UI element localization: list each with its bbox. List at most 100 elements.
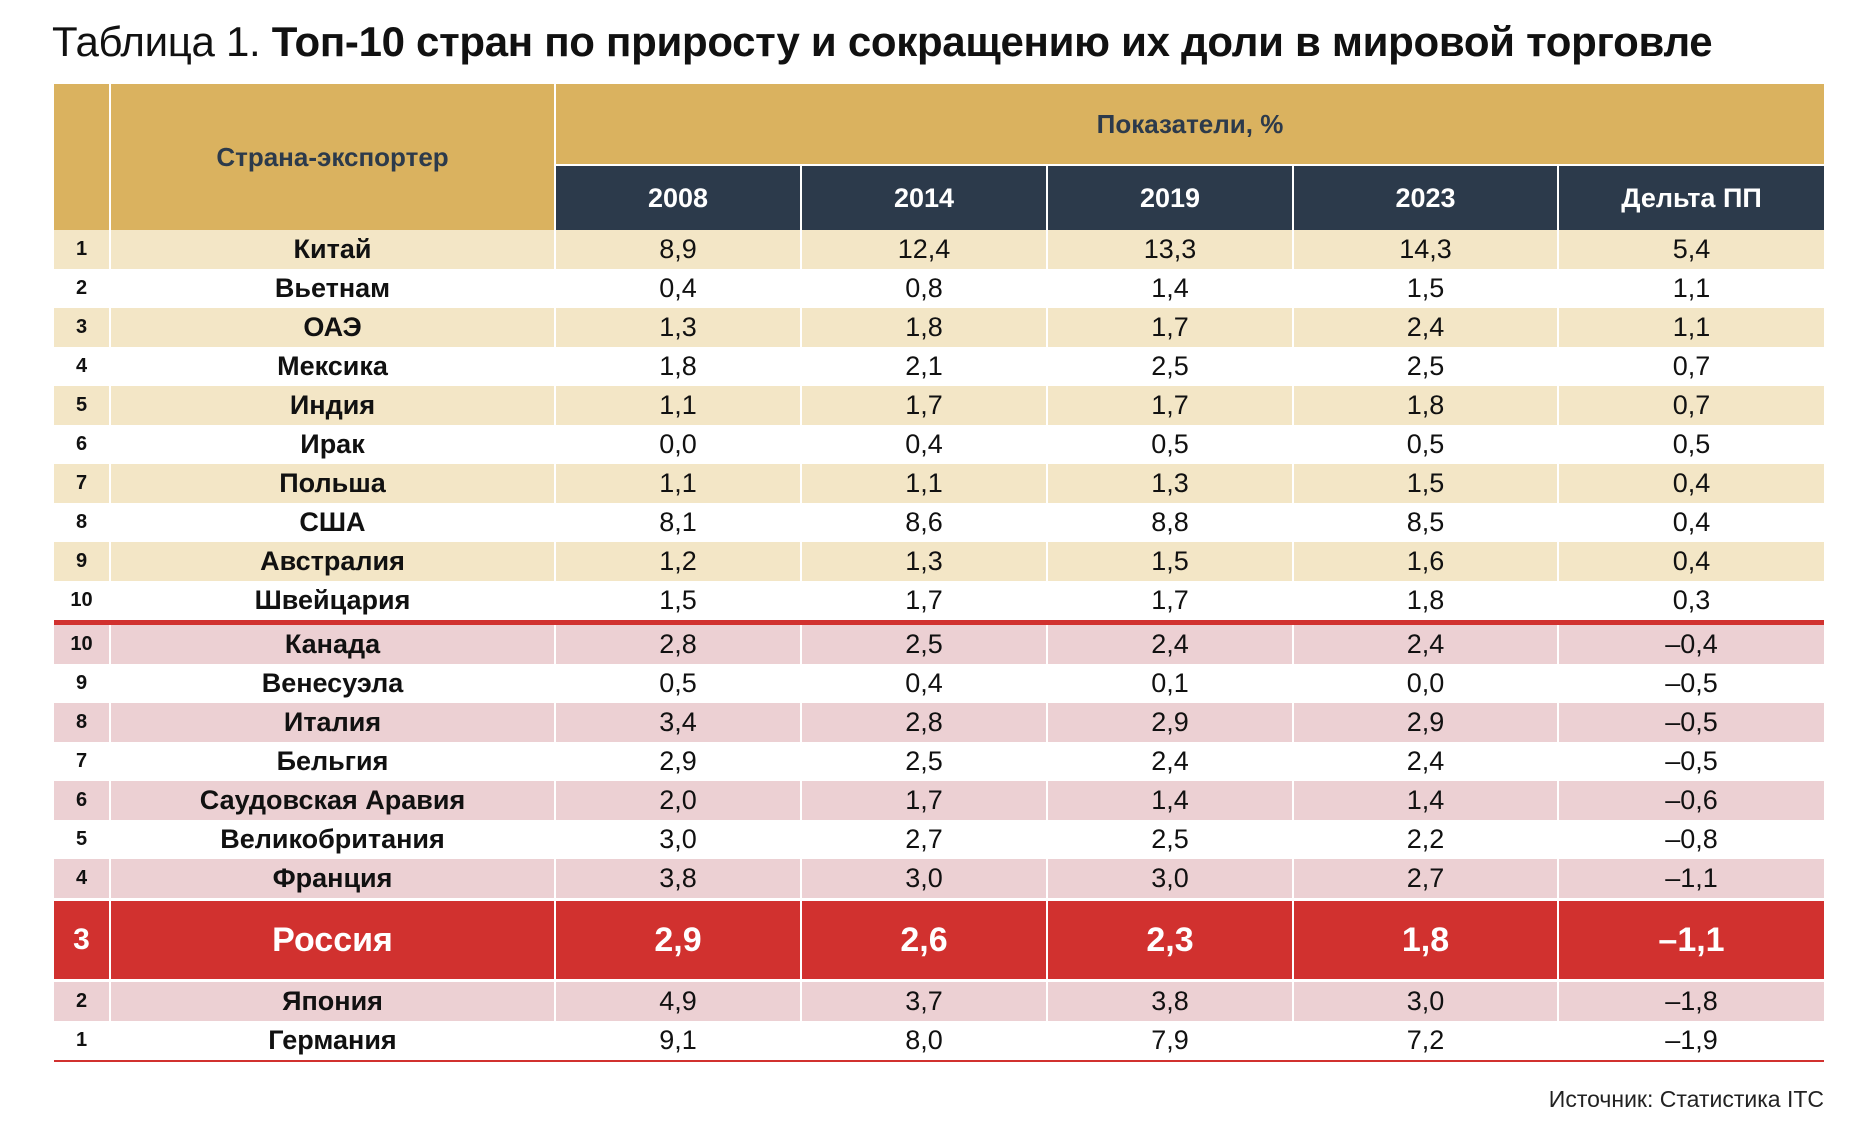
- table-row: 3 ОАЭ 1,3 1,8 1,7 2,4 1,1: [54, 308, 1825, 347]
- delta-cell: 0,3: [1558, 581, 1825, 623]
- header-year-2008: 2008: [555, 164, 802, 230]
- value-2019-cell: 7,9: [1047, 1021, 1294, 1062]
- rank-cell: 2: [54, 980, 111, 1021]
- table-row: 4 Франция 3,8 3,0 3,0 2,7 –1,1: [54, 859, 1825, 900]
- rank-cell: 10: [54, 620, 111, 664]
- trade-share-table: Страна-экспортер Показатели, % 2008 2014…: [54, 84, 1825, 1062]
- value-2008-cell: 1,5: [555, 581, 802, 623]
- rank-cell: 6: [54, 425, 111, 464]
- table-row: 6 Саудовская Аравия 2,0 1,7 1,4 1,4 –0,6: [54, 781, 1825, 820]
- table-row: 10 Канада 2,8 2,5 2,4 2,4 –0,4: [54, 620, 1825, 664]
- value-2014-cell: 3,0: [801, 859, 1048, 900]
- source-note: Источник: Статистика ITC: [1548, 1086, 1824, 1112]
- rank-cell: 2: [54, 269, 111, 308]
- value-2008-cell: 8,9: [555, 230, 802, 269]
- table-row: 5 Великобритания 3,0 2,7 2,5 2,2 –0,8: [54, 820, 1825, 859]
- value-2023-cell: 1,8: [1293, 581, 1559, 623]
- value-2008-cell: 3,0: [555, 820, 802, 859]
- table-row: 2 Вьетнам 0,4 0,8 1,4 1,5 1,1: [54, 269, 1825, 308]
- value-2008-cell: 0,5: [555, 664, 802, 703]
- delta-cell: 0,4: [1558, 464, 1825, 503]
- rank-cell: 9: [54, 542, 111, 581]
- value-2014-cell: 1,1: [801, 464, 1048, 503]
- value-2014-cell: 8,0: [801, 1021, 1048, 1062]
- delta-cell: –1,8: [1558, 980, 1825, 1021]
- delta-cell: –0,5: [1558, 742, 1825, 781]
- value-2008-cell: 2,0: [555, 781, 802, 820]
- value-2023-cell: 14,3: [1293, 230, 1559, 269]
- value-2014-cell: 8,6: [801, 503, 1048, 542]
- value-2014-cell: 2,7: [801, 820, 1048, 859]
- table-row: 9 Австралия 1,2 1,3 1,5 1,6 0,4: [54, 542, 1825, 581]
- value-2019-cell: 0,5: [1047, 425, 1294, 464]
- country-cell: Польша: [110, 464, 556, 503]
- value-2019-cell: 2,5: [1047, 820, 1294, 859]
- country-cell: Италия: [110, 703, 556, 742]
- country-cell: Россия: [110, 898, 556, 982]
- value-2019-cell: 13,3: [1047, 230, 1294, 269]
- value-2023-cell: 2,9: [1293, 703, 1559, 742]
- header-country: Страна-экспортер: [110, 84, 556, 230]
- value-2019-cell: 2,3: [1047, 898, 1294, 982]
- value-2023-cell: 0,5: [1293, 425, 1559, 464]
- value-2008-cell: 1,1: [555, 386, 802, 425]
- header-year-2023: 2023: [1293, 164, 1559, 230]
- value-2014-cell: 3,7: [801, 980, 1048, 1021]
- value-2014-cell: 1,7: [801, 581, 1048, 623]
- value-2023-cell: 2,2: [1293, 820, 1559, 859]
- value-2023-cell: 2,4: [1293, 620, 1559, 664]
- value-2023-cell: 0,0: [1293, 664, 1559, 703]
- delta-cell: 1,1: [1558, 269, 1825, 308]
- table-body: 1 Китай 8,9 12,4 13,3 14,3 5,4 2 Вьетнам 0,4 0,8 1,…: [54, 230, 1825, 1062]
- value-2023-cell: 2,4: [1293, 308, 1559, 347]
- value-2014-cell: 2,8: [801, 703, 1048, 742]
- country-cell: Вьетнам: [110, 269, 556, 308]
- rank-cell: 4: [54, 859, 111, 900]
- table-title: Таблица 1. Топ-10 стран по приросту и со…: [52, 18, 1713, 66]
- table-row: 4 Мексика 1,8 2,1 2,5 2,5 0,7: [54, 347, 1825, 386]
- country-cell: Китай: [110, 230, 556, 269]
- table-row: 8 Италия 3,4 2,8 2,9 2,9 –0,5: [54, 703, 1825, 742]
- country-cell: Австралия: [110, 542, 556, 581]
- rank-cell: 1: [54, 1021, 111, 1062]
- value-2014-cell: 12,4: [801, 230, 1048, 269]
- value-2023-cell: 1,8: [1293, 386, 1559, 425]
- value-2008-cell: 1,2: [555, 542, 802, 581]
- value-2019-cell: 1,7: [1047, 581, 1294, 623]
- country-cell: ОАЭ: [110, 308, 556, 347]
- value-2008-cell: 1,3: [555, 308, 802, 347]
- header-delta: Дельта ПП: [1558, 164, 1825, 230]
- value-2008-cell: 0,4: [555, 269, 802, 308]
- country-cell: Франция: [110, 859, 556, 900]
- value-2019-cell: 2,5: [1047, 347, 1294, 386]
- delta-cell: 0,4: [1558, 503, 1825, 542]
- value-2014-cell: 0,4: [801, 664, 1048, 703]
- value-2019-cell: 3,0: [1047, 859, 1294, 900]
- value-2019-cell: 1,3: [1047, 464, 1294, 503]
- delta-cell: 5,4: [1558, 230, 1825, 269]
- rank-cell: 5: [54, 386, 111, 425]
- table-row: 8 США 8,1 8,6 8,8 8,5 0,4: [54, 503, 1825, 542]
- value-2014-cell: 2,6: [801, 898, 1048, 982]
- delta-cell: –1,9: [1558, 1021, 1825, 1062]
- value-2008-cell: 2,8: [555, 620, 802, 664]
- country-cell: Бельгия: [110, 742, 556, 781]
- value-2019-cell: 0,1: [1047, 664, 1294, 703]
- country-cell: Германия: [110, 1021, 556, 1062]
- value-2023-cell: 1,4: [1293, 781, 1559, 820]
- delta-cell: –0,5: [1558, 703, 1825, 742]
- delta-cell: –1,1: [1558, 898, 1825, 982]
- delta-cell: –0,8: [1558, 820, 1825, 859]
- table-row: 2 Япония 4,9 3,7 3,8 3,0 –1,8: [54, 980, 1825, 1021]
- table-row: 7 Польша 1,1 1,1 1,3 1,5 0,4: [54, 464, 1825, 503]
- value-2023-cell: 3,0: [1293, 980, 1559, 1021]
- value-2014-cell: 1,8: [801, 308, 1048, 347]
- value-2008-cell: 3,8: [555, 859, 802, 900]
- value-2019-cell: 1,7: [1047, 308, 1294, 347]
- value-2014-cell: 0,8: [801, 269, 1048, 308]
- value-2023-cell: 2,4: [1293, 742, 1559, 781]
- rank-cell: 5: [54, 820, 111, 859]
- value-2014-cell: 1,7: [801, 781, 1048, 820]
- value-2023-cell: 1,8: [1293, 898, 1559, 982]
- value-2023-cell: 2,7: [1293, 859, 1559, 900]
